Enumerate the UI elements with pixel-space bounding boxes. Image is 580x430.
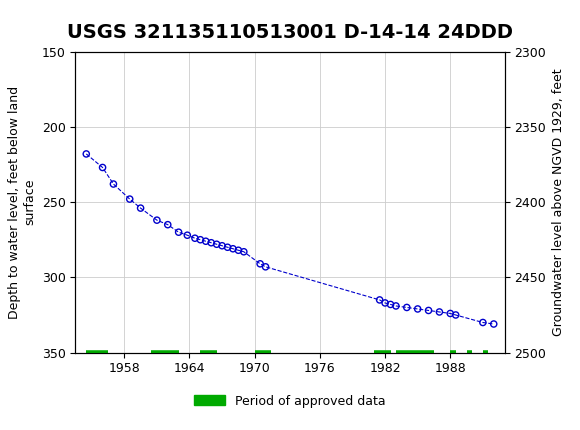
Point [445,310,455,317]
Point [413,306,422,313]
Text: ≡USGS: ≡USGS [6,8,60,26]
Point [424,307,433,314]
Y-axis label: Depth to water level, feet below land
surface: Depth to water level, feet below land su… [8,86,36,319]
Point [402,304,411,311]
Point [229,246,238,252]
Point [125,196,135,203]
Point [195,237,205,243]
Text: USGS 321135110513001 D-14-14 24DDD: USGS 321135110513001 D-14-14 24DDD [67,23,513,42]
Point [255,261,264,267]
Point [380,300,390,307]
Point [392,303,401,310]
Point [239,249,248,255]
Point [201,238,211,245]
Y-axis label: Groundwater level above NGVD 1929, feet: Groundwater level above NGVD 1929, feet [552,68,565,336]
Point [435,309,444,316]
Point [206,240,216,246]
Point [98,164,107,171]
Point [223,244,232,251]
Point [174,229,183,236]
Point [218,243,227,249]
Point [109,181,118,187]
Point [261,263,270,270]
Legend: Period of approved data: Period of approved data [189,390,391,412]
Point [183,232,192,239]
Point [451,312,461,319]
Point [163,221,172,228]
Point [489,321,498,328]
Point [190,235,200,242]
Point [234,247,243,254]
Point [136,205,145,212]
Point [478,319,488,326]
Point [375,297,385,304]
Point [212,241,222,248]
Point [82,150,91,157]
Point [153,217,162,224]
Point [386,301,395,308]
